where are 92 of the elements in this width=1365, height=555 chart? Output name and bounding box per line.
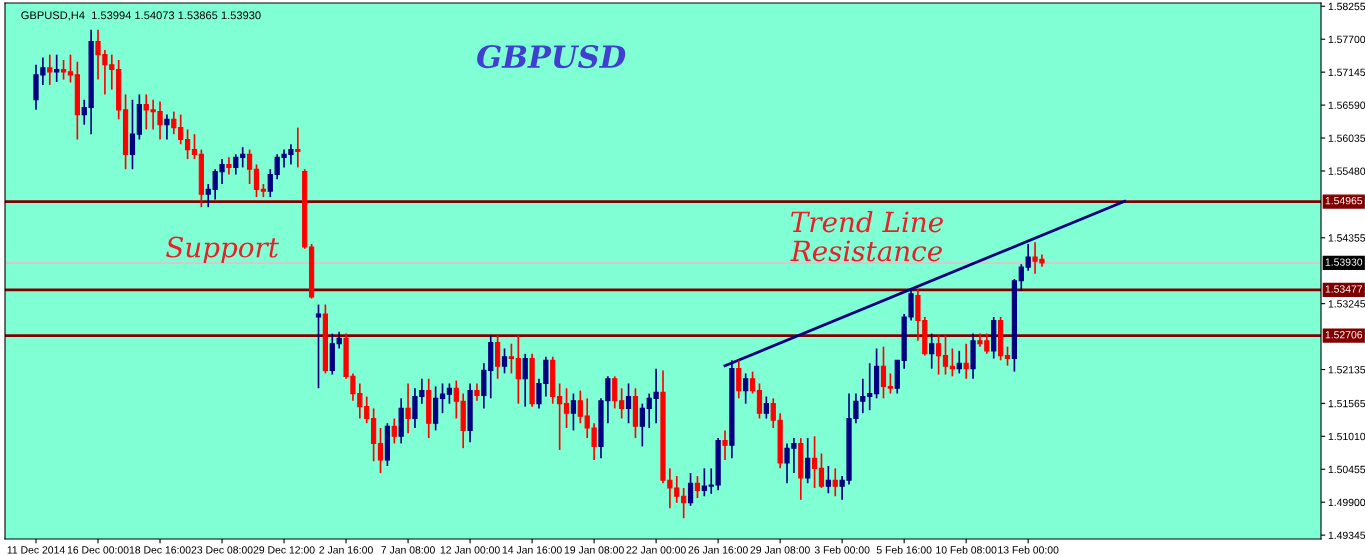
candlestick: [391, 417, 397, 445]
candlestick: [495, 334, 501, 380]
x-tick-label: 11 Dec 2014: [7, 546, 65, 554]
text: 1.50455: [1328, 465, 1365, 474]
candlestick: [612, 375, 618, 410]
text: 1.58255: [1328, 2, 1365, 11]
candlestick: [825, 465, 831, 495]
candlestick: [701, 467, 707, 498]
text: 1.51565: [1328, 399, 1365, 408]
candlestick: [253, 163, 260, 198]
candlestick: [557, 382, 563, 451]
ref-line-label: 1.53477: [1325, 285, 1363, 293]
x-tick-label: 7 Jan 08:00: [381, 546, 435, 554]
x-tick-label: 10 Feb 08:00: [936, 545, 997, 554]
x-tick-label: 13 Feb 00:00: [998, 545, 1059, 554]
candlestick: [570, 392, 577, 432]
candlestick: [129, 98, 136, 171]
candlestick: [164, 113, 170, 141]
candlestick: [756, 382, 763, 420]
candlestick: [439, 382, 446, 414]
candlestick: [942, 334, 949, 376]
candlestick: [60, 59, 67, 81]
candlestick: [563, 387, 570, 429]
candlestick: [446, 382, 453, 405]
text: 1.56035: [1328, 134, 1365, 142]
candlestick: [832, 467, 838, 498]
text: 1.55480: [1328, 167, 1365, 175]
candlestick: [880, 345, 887, 400]
text: 1.49900: [1328, 498, 1365, 507]
text: 1.57700: [1328, 35, 1365, 44]
x-tick-label: 3 Feb 00:00: [814, 545, 870, 554]
ref-line-label: 1.52706: [1325, 331, 1363, 339]
text: 1.51010: [1328, 432, 1365, 441]
candlestick: [963, 342, 969, 380]
candlestick: [501, 347, 508, 375]
candlestick: [639, 402, 645, 448]
candlestick: [47, 53, 53, 86]
x-tick-label: 12 Jan 00:00: [440, 546, 500, 554]
x-tick-label: 2 Jan 16:00: [319, 546, 373, 554]
candlestick: [226, 156, 232, 176]
candlestick: [694, 475, 701, 499]
candlestick: [625, 382, 632, 425]
candlestick: [508, 342, 515, 375]
candlestick: [722, 429, 728, 461]
candlestick: [763, 395, 769, 420]
candlestick: [811, 435, 818, 489]
candlestick: [184, 128, 191, 160]
x-tick-label: 23 Dec 08:00: [191, 546, 253, 554]
candlestick: [191, 133, 198, 160]
text: 1.49345: [1328, 531, 1365, 540]
candlestick: [805, 437, 811, 485]
text: 1.54355: [1328, 234, 1365, 242]
candlestick: [405, 382, 411, 435]
candlestick: [749, 370, 756, 395]
x-tick-label: 29 Dec 12:00: [253, 546, 315, 554]
x-tick-label: 19 Jan 08:00: [564, 546, 624, 554]
text: 1.56590: [1328, 101, 1365, 109]
candlestick: [67, 53, 74, 84]
x-tick-label: 16 Dec 00:00: [67, 546, 129, 554]
text: 1.53245: [1328, 300, 1365, 308]
text: GBPUSD,H4 1.53994 1.54073 1.53865 1.53930: [21, 11, 261, 21]
x-tick-label: 22 Jan 00:00: [626, 546, 686, 554]
candlestick: [619, 387, 625, 420]
annotation: Trend Line Resistance: [790, 210, 943, 262]
candlestick: [515, 334, 521, 405]
candlestick: [929, 332, 935, 370]
annotation: Support: [166, 236, 279, 263]
candlestick: [956, 350, 962, 375]
candlestick: [743, 372, 749, 405]
candlestick: [295, 126, 301, 169]
text: 1.52135: [1328, 366, 1365, 374]
ref-line-label: 1.54965: [1325, 196, 1363, 205]
x-tick-label: 14 Jan 16:00: [502, 546, 562, 554]
candlestick: [377, 427, 384, 474]
text: 1.57145: [1328, 68, 1365, 77]
candlestick: [54, 53, 60, 83]
candlestick: [736, 359, 742, 400]
x-tick-label: 18 Dec 16:00: [129, 546, 191, 554]
candlestick: [687, 472, 694, 507]
candlestick: [818, 452, 825, 489]
candlestick: [1004, 345, 1011, 367]
candlestick: [887, 372, 893, 395]
x-tick-label: 5 Feb 16:00: [876, 545, 932, 554]
candlestick: [315, 303, 322, 390]
ref-line-label: 1.53930: [1325, 258, 1363, 266]
x-tick-label: 26 Jan 16:00: [688, 546, 748, 554]
candlestick: [935, 334, 942, 376]
candlestick: [522, 352, 528, 408]
candlestick: [246, 148, 253, 185]
candlestick: [681, 487, 687, 520]
text: GBPUSD: [477, 45, 626, 69]
x-tick-label: 29 Jan 08:00: [750, 546, 810, 554]
